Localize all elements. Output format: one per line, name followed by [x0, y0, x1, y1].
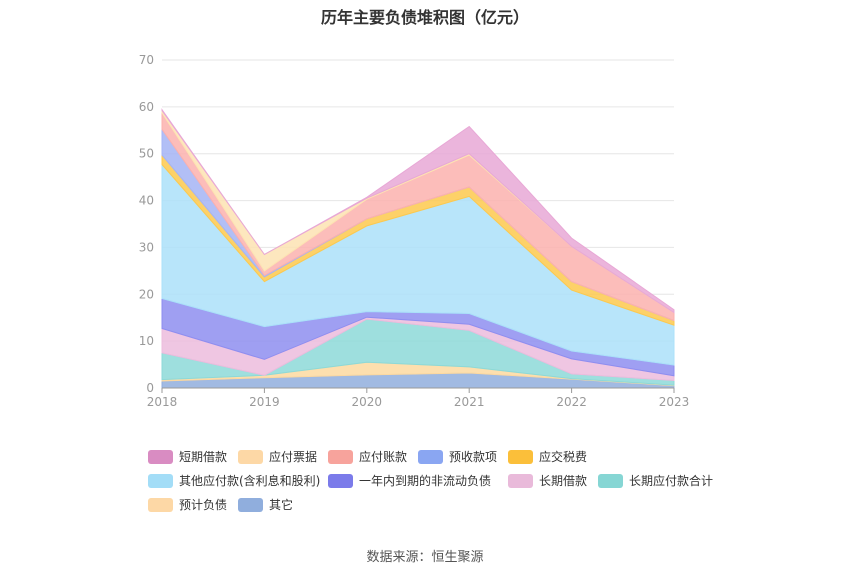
legend-label: 长期应付款合计: [629, 474, 714, 488]
legend-label: 应交税费: [539, 450, 588, 464]
x-tick-label: 2022: [556, 395, 587, 409]
legend-swatch: [148, 473, 173, 488]
legend-swatch: [328, 449, 353, 464]
axes: 0 10 20 30 40 50 60 70 2018 2019 2020 2021 2022 2023: [139, 53, 690, 409]
y-tick-label: 70: [139, 53, 154, 67]
legend-swatch: [508, 449, 533, 464]
legend-swatch: [328, 473, 353, 488]
y-tick-label: 60: [139, 100, 154, 114]
data-source-note: 数据来源：恒生聚源: [366, 550, 484, 565]
x-tick-label: 2023: [659, 395, 690, 409]
legend-item[interactable]: 应交税费: [508, 448, 587, 465]
y-tick-label: 40: [139, 194, 154, 208]
legend-item[interactable]: 应付账款: [328, 448, 407, 465]
legend-label: 预收款项: [449, 450, 498, 464]
legend-label: 长期借款: [539, 474, 588, 488]
legend-label: 预计负债: [179, 498, 228, 512]
legend-swatch: [238, 449, 263, 464]
legend-swatch: [148, 449, 173, 464]
area-series-group: [161, 108, 675, 389]
legend-swatch: [148, 497, 173, 512]
y-tick-label: 30: [139, 240, 154, 254]
legend-item[interactable]: 其他应付款(含利息和股利): [148, 472, 320, 489]
legend-label: 其他应付款(含利息和股利): [179, 474, 321, 488]
legend-item[interactable]: 其它: [238, 496, 293, 513]
legend-label: 应付票据: [269, 450, 318, 464]
legend-item[interactable]: 应付票据: [238, 448, 317, 465]
legend-item[interactable]: 一年内到期的非流动负债: [328, 472, 491, 489]
legend-label: 短期借款: [179, 450, 228, 464]
legend-item[interactable]: 短期借款: [148, 448, 227, 465]
legend-label: 其它: [269, 498, 294, 512]
legend-item[interactable]: 预计负债: [148, 496, 227, 513]
legend-item[interactable]: 长期应付款合计: [598, 472, 713, 489]
x-tick-label: 2020: [352, 395, 383, 409]
chart-title: 历年主要负债堆积图（亿元）: [320, 8, 529, 27]
legend-swatch: [238, 497, 263, 512]
y-tick-label: 10: [139, 334, 154, 348]
legend-item[interactable]: 预收款项: [418, 448, 497, 465]
y-tick-label: 0: [146, 381, 154, 395]
legend-swatch: [418, 449, 443, 464]
y-tick-label: 20: [139, 287, 154, 301]
y-tick-label: 50: [139, 147, 154, 161]
x-tick-label: 2021: [454, 395, 485, 409]
legend-swatch: [598, 473, 623, 488]
legend-label: 应付账款: [359, 450, 408, 464]
area-series: [161, 108, 675, 314]
legend-label: 一年内到期的非流动负债: [359, 474, 492, 488]
legend-item[interactable]: 长期借款: [508, 472, 587, 489]
x-tick-label: 2018: [147, 395, 178, 409]
legend-swatch: [508, 473, 533, 488]
x-tick-label: 2019: [249, 395, 280, 409]
